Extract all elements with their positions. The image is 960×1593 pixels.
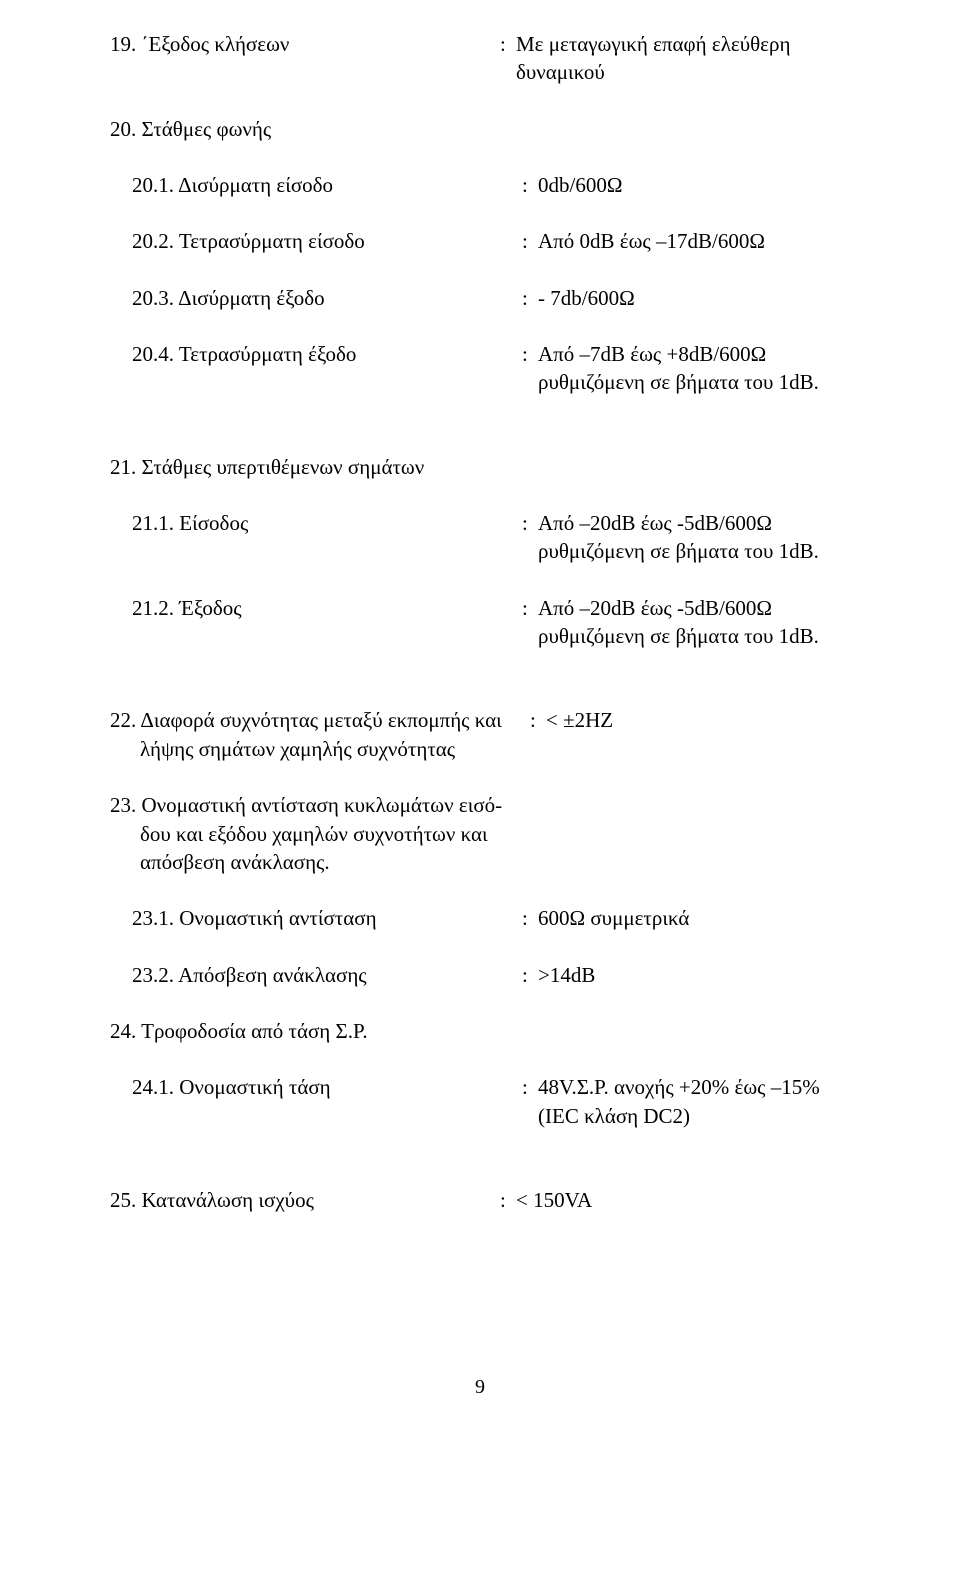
colon: : xyxy=(522,594,538,651)
item-24-label: 24. Τροφοδοσία από τάση Σ.Ρ. xyxy=(110,1017,500,1045)
item-23-2-label: 23.2. Απόσβεση ανάκλασης xyxy=(110,961,522,989)
item-20-3-label: 20.3. Δισύρματη έξοδο xyxy=(110,284,522,312)
colon: : xyxy=(522,171,538,199)
item-20-4-value: Από –7dB έως +8dB/600Ω ρυθμιζόμενη σε βή… xyxy=(538,340,850,397)
colon: : xyxy=(530,706,546,734)
item-20-2-label: 20.2. Τετρασύρματη είσοδο xyxy=(110,227,522,255)
colon: : xyxy=(500,1186,516,1214)
item-20-1-label: 20.1. Δισύρματη είσοδο xyxy=(110,171,522,199)
item-21-1-label: 21.1. Είσοδος xyxy=(110,509,522,537)
item-21-1-value: Από –20dB έως -5dB/600Ω ρυθμιζόμενη σε β… xyxy=(538,509,850,566)
item-25-value: < 150VA xyxy=(516,1186,850,1214)
item-20-2-value: Από 0dB έως –17dB/600Ω xyxy=(538,227,850,255)
colon: : xyxy=(522,340,538,397)
item-25-label: 25. Κατανάλωση ισχύος xyxy=(110,1186,500,1214)
item-19-label: 19. ΄Εξοδος κλήσεων xyxy=(110,30,500,58)
item-20-3-value: - 7db/600Ω xyxy=(538,284,850,312)
item-23-label: 23. Ονομαστική αντίσταση κυκλωμάτων εισό… xyxy=(110,791,530,876)
colon: : xyxy=(500,30,516,87)
item-24-1-label: 24.1. Ονομαστική τάση xyxy=(110,1073,522,1101)
item-23-2-value: >14dB xyxy=(538,961,850,989)
item-22-value: < ±2HZ xyxy=(546,706,850,734)
item-20-label: 20. Στάθμες φωνής xyxy=(110,115,500,143)
colon: : xyxy=(522,284,538,312)
item-20-4-label: 20.4. Τετρασύρματη έξοδο xyxy=(110,340,522,368)
item-20-1-value: 0db/600Ω xyxy=(538,171,850,199)
colon: : xyxy=(522,961,538,989)
colon: : xyxy=(522,509,538,566)
colon: : xyxy=(522,1073,538,1130)
item-24-1-value: 48V.Σ.Ρ. ανοχής +20% έως –15% (IEC κλάση… xyxy=(538,1073,850,1130)
page-number: 9 xyxy=(110,1374,850,1401)
item-22-label: 22. Διαφορά συχνότητας μεταξύ εκπομπής κ… xyxy=(110,706,530,763)
item-19-value: Με μεταγωγική επαφή ελεύθερη δυναμικού xyxy=(516,30,850,87)
colon: : xyxy=(522,227,538,255)
item-21-label: 21. Στάθμες υπερτιθέμενων σημάτων xyxy=(110,453,500,481)
item-23-1-label: 23.1. Ονομαστική αντίσταση xyxy=(110,904,522,932)
colon: : xyxy=(522,904,538,932)
item-23-1-value: 600Ω συμμετρικά xyxy=(538,904,850,932)
item-21-2-value: Από –20dB έως -5dB/600Ω ρυθμιζόμενη σε β… xyxy=(538,594,850,651)
item-21-2-label: 21.2. Έξοδος xyxy=(110,594,522,622)
